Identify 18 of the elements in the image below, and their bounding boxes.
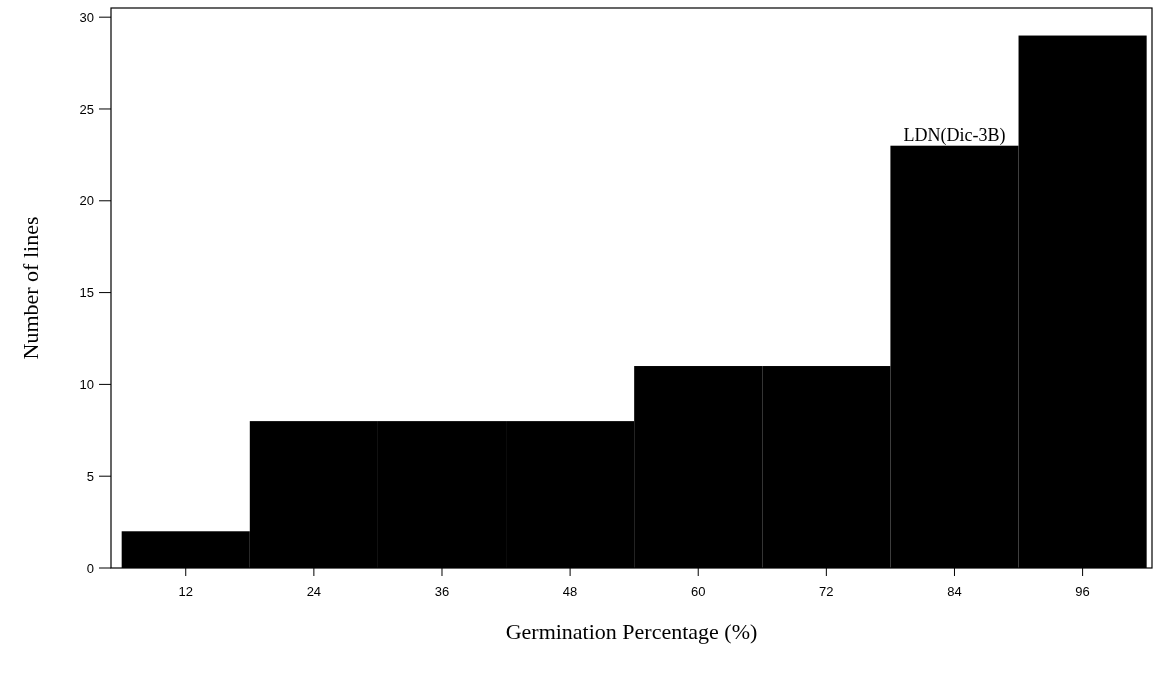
x-tick-label: 96	[1075, 584, 1090, 599]
y-tick-label: 25	[79, 101, 94, 117]
y-tick-label: 30	[79, 9, 94, 25]
y-tick-label: 15	[79, 285, 94, 301]
x-tick-label: 12	[178, 584, 193, 599]
x-tick-label: 84	[947, 584, 962, 599]
y-tick-label: 20	[79, 193, 94, 209]
x-tick-label: 60	[691, 584, 706, 599]
y-tick-label: 10	[79, 376, 94, 392]
x-tick-label: 72	[819, 584, 834, 599]
x-tick-label: 36	[434, 584, 450, 599]
x-tick-label: 48	[562, 584, 578, 599]
x-tick-label: 24	[306, 584, 322, 599]
y-tick-label: 5	[86, 468, 94, 484]
annotation: LDN(Dic-3B)	[903, 124, 1006, 146]
y-axis-title: Number of lines	[18, 216, 43, 360]
x-axis-title: Germination Percentage (%)	[505, 619, 758, 644]
y-tick-label: 0	[86, 560, 94, 576]
